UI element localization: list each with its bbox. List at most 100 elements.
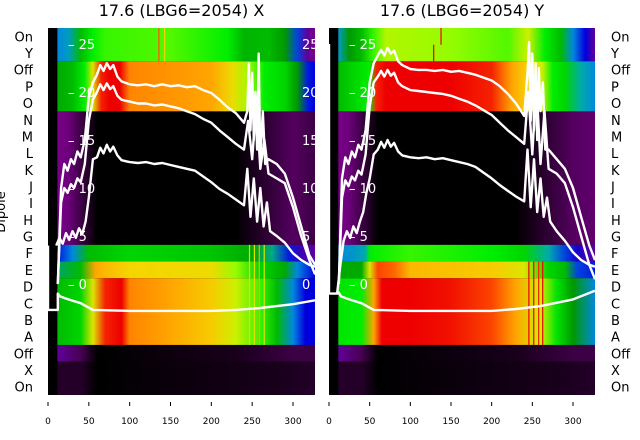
row-label: X [24,364,33,379]
row-label: F [611,247,618,262]
row-label: I [611,197,615,212]
line-3 [55,143,315,268]
inset-y-tick-mark: – [68,38,79,53]
x-tick-label: 250 [244,417,261,427]
row-label: D [611,281,621,296]
row-label: Y [610,47,619,62]
line-1 [337,40,595,285]
inset-y-tick-mark: – [349,38,360,53]
inset-y-tick-label-right: 20 [302,86,319,101]
x-tick-label: 200 [203,417,220,427]
row-label: X [611,364,620,379]
row-label: O [23,97,33,112]
heatmap-area: – 0– 5– 10– 15– 20– 25 [329,28,595,395]
heatmap-area: – 0 0– 5 5– 10 10– 15 15– 20 20– 25 25 [48,28,319,395]
inset-y-tick-label-right: 5 [302,230,310,245]
panel-title: 17.6 (LBG6=2054) X [99,1,265,20]
inset-y-tick-value: 5 [79,230,87,245]
inset-y-tick-label: – 0 [349,278,368,293]
x-tick-label: 300 [564,417,581,427]
inset-y-tick-mark: – [349,134,360,149]
x-tick-label: 200 [483,417,500,427]
row-label: P [611,80,619,95]
row-label: G [611,231,621,246]
inset-y-tick-mark: – [68,86,79,101]
heatmap-stripe [263,244,265,345]
row-label: Y [24,47,33,62]
heatmap-band [48,244,315,262]
heatmap-stripe [253,244,255,345]
row-label: N [23,114,33,129]
inset-y-tick-mark: – [68,278,79,293]
x-tick-label: 0 [326,417,332,427]
x-tick-label: 0 [45,417,51,427]
heatmap-band [329,261,595,279]
row-label: E [25,264,33,279]
row-label: On [611,30,629,45]
row-label: C [24,297,33,312]
line-3 [335,138,595,294]
row-label: J [610,180,615,195]
heatmap-stripe [538,261,540,345]
x-tick-label: 100 [121,417,138,427]
row-label: A [611,331,620,346]
heatmap-stripe [158,28,160,62]
inset-y-tick-label-right: 25 [302,38,319,53]
row-label: I [29,197,33,212]
inset-y-tick-mark: – [349,230,360,245]
row-label: Off [611,64,631,79]
line-2 [56,82,315,285]
heatmap-band [329,28,595,62]
x-tick-label: 100 [402,417,419,427]
inset-y-tick-value: 5 [360,230,368,245]
inset-y-tick-label: – 15 [68,134,95,149]
row-label: G [23,231,33,246]
row-label: B [611,314,620,329]
heatmap-band [48,344,315,362]
heatmap-stripe [433,44,435,62]
inset-y-tick-label-right: 15 [302,134,319,149]
inset-y-tick-mark: – [349,182,360,197]
line-1 [56,52,315,285]
row-label: Off [14,64,34,79]
inset-y-tick-label-right: 10 [302,182,319,197]
line-2 [337,68,595,285]
row-label: J [28,180,33,195]
inset-y-tick-value: 10 [79,182,96,197]
inset-y-tick-value: 0 [360,278,368,293]
inset-y-tick-label: – 25 [349,38,376,53]
panel-y: 17.6 (LBG6=2054) Y– 0– 5– 10– 15– 20– 25… [326,1,631,427]
heatmap-band [48,261,315,279]
heatmap-band [48,111,315,245]
x-tick-label: 150 [162,417,179,427]
row-label: L [611,147,619,162]
x-tick-label: 50 [83,417,95,427]
inset-y-tick-value: 0 [79,278,87,293]
line-4 [48,245,315,313]
heatmap-stripe [440,28,442,45]
row-label: C [611,297,620,312]
row-label: D [23,281,33,296]
inset-y-tick-mark: – [68,134,79,149]
heatmap-band [329,361,595,395]
y-axis-label: Dipole [0,191,9,232]
panel-x: 17.6 (LBG6=2054) X– 0 0– 5 5– 10 10– 15 15– … [14,1,319,427]
row-label: N [611,114,621,129]
row-label: A [24,331,33,346]
inset-y-tick-value: 25 [360,38,377,53]
row-label: O [611,97,621,112]
inset-y-tick-label: – 0 [68,278,87,293]
row-label: On [15,30,33,45]
x-tick-label: 250 [524,417,541,427]
heatmap-stripe [248,244,251,345]
row-label: M [22,130,33,145]
heatmap-stripe [528,261,530,345]
x-tick-label: 150 [442,417,459,427]
row-label: B [24,314,33,329]
heatmap-stripe [163,28,166,62]
inset-y-tick-mark: – [349,278,360,293]
inset-y-tick-label: – 5 [68,230,87,245]
inset-y-tick-value: 25 [79,38,96,53]
inset-y-tick-label: – 5 [349,230,368,245]
